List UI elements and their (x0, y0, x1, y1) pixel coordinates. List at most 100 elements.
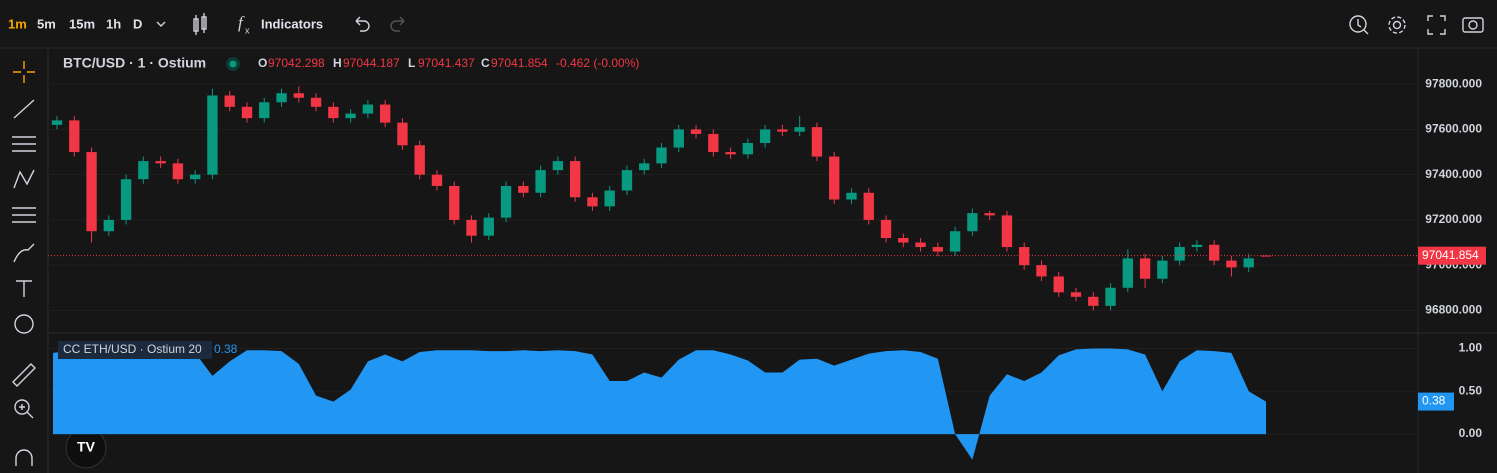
candle-body (207, 95, 218, 175)
interval[interactable]: D (133, 16, 142, 31)
candle-body (621, 170, 633, 191)
candle-body (172, 163, 184, 180)
candle-body (915, 242, 926, 248)
indicator-value: 0.38 (214, 342, 238, 356)
candle-body (725, 152, 736, 155)
candle-body (1105, 287, 1116, 306)
candle-body (829, 156, 840, 200)
emoji-tool[interactable] (14, 314, 34, 334)
text-tool[interactable] (16, 280, 32, 297)
candle-body (1174, 247, 1185, 261)
candle-body (397, 122, 408, 146)
candle-body (120, 179, 132, 220)
candle-body (362, 104, 374, 114)
candle-body (967, 213, 978, 232)
candle-body (379, 104, 391, 123)
candle-body (1139, 258, 1151, 279)
candle-body (310, 97, 322, 107)
ohlc-value: 97044.187 (343, 56, 400, 70)
forecast-tool[interactable] (12, 207, 36, 223)
interval[interactable]: 1m (8, 16, 27, 31)
candle-body (155, 161, 166, 164)
chart-type-button[interactable] (193, 13, 207, 35)
y-tick-label: 97600.000 (1425, 122, 1482, 136)
pattern-tool[interactable] (13, 169, 35, 189)
alert-button[interactable] (1349, 15, 1369, 35)
candle-body (949, 231, 961, 252)
candle-body (880, 219, 892, 238)
plot: 96800.00097000.00097200.00097400.0009760… (48, 76, 1486, 460)
candle-body (224, 95, 235, 107)
ruler-tool[interactable] (12, 363, 36, 387)
status-dot (229, 60, 237, 68)
candle-body (466, 219, 477, 236)
candle-body (449, 185, 460, 220)
candle-body (1122, 258, 1134, 288)
interval[interactable]: 5m (37, 16, 56, 31)
candle-body (569, 161, 581, 198)
zoom-tool[interactable] (14, 399, 34, 419)
candle-body (811, 127, 823, 157)
candle-body (708, 133, 719, 153)
y-tick-label: 97400.000 (1425, 167, 1482, 181)
candle-body (846, 192, 857, 200)
candle-body (138, 161, 149, 180)
top-toolbar: 1m 5m 15m 1h D f x Indicators (8, 13, 1484, 35)
left-toolbar (12, 61, 36, 466)
interval[interactable]: 1h (106, 16, 121, 31)
candle-body (1157, 260, 1168, 279)
candle-body (431, 174, 443, 186)
undo[interactable] (355, 16, 370, 32)
indicators-button[interactable]: Indicators (261, 16, 323, 31)
candle-body (1019, 247, 1030, 266)
value-label-bg (1418, 392, 1454, 411)
candle-body (189, 174, 201, 180)
trendline-tool[interactable] (13, 99, 35, 119)
candle-body (898, 238, 909, 243)
y-tick-label: 0.00 (1459, 426, 1483, 440)
fib-tool[interactable] (12, 136, 36, 152)
candle-body (690, 129, 702, 134)
candle-body (742, 143, 754, 155)
y-tick-label: 0.50 (1459, 383, 1483, 397)
candle-body (293, 93, 304, 98)
brush-tool[interactable] (13, 243, 35, 263)
interval-dropdown[interactable] (156, 21, 166, 27)
candle-body (1036, 265, 1047, 277)
magnet-tool[interactable] (15, 449, 33, 466)
correlation-area (53, 348, 1266, 460)
interval[interactable]: 15m (69, 16, 95, 31)
y-tick-label: 1.00 (1459, 341, 1483, 355)
fullscreen-button[interactable] (1427, 15, 1446, 35)
price-label: 97041.854 (1422, 248, 1479, 262)
candle-body (69, 120, 80, 153)
candle-body (103, 219, 114, 232)
symbol-title: BTC/USD · 1 · Ostium (63, 55, 206, 71)
candle-body (259, 102, 270, 119)
candle-body (552, 161, 564, 171)
fx-icon[interactable]: f (238, 13, 245, 32)
candle-body (673, 129, 684, 148)
y-tick-label: 96800.000 (1425, 303, 1482, 317)
ohlc-key: H (333, 56, 342, 70)
candle-body (86, 152, 97, 232)
ohlc-key: C (481, 56, 490, 70)
candle-body (759, 129, 771, 143)
candle-body (1243, 258, 1254, 268)
candle-body (863, 192, 874, 220)
candle-body (241, 106, 253, 119)
candle-body (1088, 296, 1099, 306)
candle-body (932, 247, 944, 252)
ohlc-value: 97042.298 (268, 56, 325, 70)
ohlc-key: O (258, 56, 267, 70)
price-label-bg (1418, 246, 1486, 265)
crosshair-tool[interactable] (13, 61, 35, 83)
redo[interactable] (390, 16, 405, 32)
candle-body (345, 113, 356, 119)
fx-icon-sub[interactable]: x (245, 25, 250, 35)
settings-button[interactable] (1388, 16, 1406, 34)
screenshot-button[interactable] (1462, 17, 1484, 33)
ohlc-legend: O 97042.298 H 97044.187 L 97041.437 C 97041.854… (258, 56, 639, 70)
candle-body (1191, 244, 1203, 248)
